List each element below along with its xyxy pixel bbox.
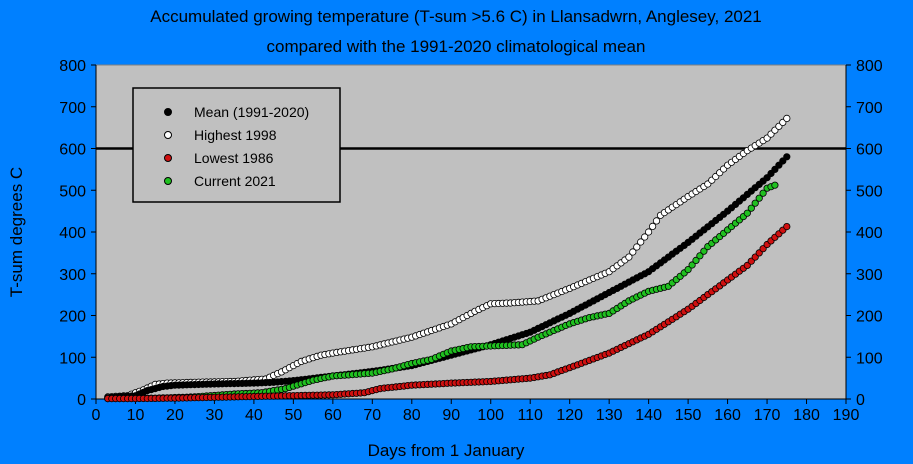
y-tick-label-right: 600: [856, 142, 883, 159]
data-point: [771, 181, 779, 189]
data-point: [700, 247, 708, 255]
x-tick-label: 130: [596, 407, 623, 424]
legend-marker: [164, 154, 172, 162]
data-point: [783, 223, 791, 231]
legend-marker: [164, 131, 172, 139]
legend-marker: [164, 108, 172, 116]
data-point: [783, 153, 791, 161]
data-point: [759, 189, 767, 197]
y-tick-label-left: 700: [59, 100, 86, 117]
y-tick-label-right: 300: [856, 267, 883, 284]
legend-label: Lowest 1986: [194, 150, 274, 166]
x-tick-label: 50: [284, 407, 302, 424]
legend-marker: [164, 177, 172, 185]
x-axis-label: Days from 1 January: [368, 441, 525, 460]
x-tick-label: 160: [714, 407, 741, 424]
legend-label: Mean (1991-2020): [194, 104, 309, 120]
y-tick-labels-right: 0 100 200 300 400 500 600 700 800: [856, 58, 883, 409]
y-tick-label-left: 100: [59, 350, 86, 367]
x-tick-label: 110: [517, 407, 543, 424]
x-tick-label: 40: [245, 407, 263, 424]
y-tick-label-right: 100: [856, 350, 883, 367]
data-point: [637, 238, 645, 246]
data-point: [692, 256, 700, 264]
x-tick-label: 100: [477, 407, 504, 424]
y-tick-label-left: 800: [59, 58, 86, 75]
data-point: [688, 261, 696, 269]
x-tick-label: 90: [442, 407, 460, 424]
chart-title: Accumulated growing temperature (T-sum >…: [150, 7, 762, 26]
y-tick-labels-left: 0 100 200 300 400 500 600 700 800: [59, 58, 86, 409]
data-point: [747, 204, 755, 212]
series-2: [104, 223, 791, 403]
y-tick-label-right: 500: [856, 183, 883, 200]
y-tick-label-left: 400: [59, 225, 86, 242]
x-tick-label: 180: [793, 407, 820, 424]
x-tick-label: 80: [403, 407, 421, 424]
x-tick-label: 0: [92, 407, 101, 424]
data-point: [629, 248, 637, 256]
y-tick-label-right: 700: [856, 100, 883, 117]
y-tick-label-left: 600: [59, 142, 86, 159]
y-tick-label-left: 500: [59, 183, 86, 200]
x-tick-label: 120: [556, 407, 583, 424]
y-tick-label-right: 200: [856, 309, 883, 326]
y-tick-label-right: 0: [856, 392, 865, 409]
x-tick-label: 30: [206, 407, 224, 424]
data-point: [633, 243, 641, 251]
data-point: [648, 222, 657, 230]
data-point: [755, 194, 763, 202]
x-tick-label: 150: [675, 407, 702, 424]
legend: Mean (1991-2020) Highest 1998 Lowest 1986 C…: [132, 87, 341, 203]
x-tick-label: 10: [127, 407, 145, 424]
series-group: [104, 114, 791, 403]
x-tick-label: 70: [363, 407, 381, 424]
x-tick-label: 20: [166, 407, 184, 424]
data-point: [751, 199, 759, 207]
x-tick-label: 170: [754, 407, 781, 424]
x-tick-label: 140: [635, 407, 662, 424]
y-tick-label-right: 800: [856, 58, 883, 75]
x-tick-label: 60: [324, 407, 342, 424]
data-point: [684, 265, 692, 274]
data-point: [743, 209, 751, 217]
data-point: [625, 253, 633, 261]
data-point: [644, 228, 653, 236]
x-tick-label: 190: [833, 407, 860, 424]
chart-subtitle: compared with the 1991-2020 climatologic…: [267, 37, 646, 56]
data-point: [696, 252, 704, 260]
legend-label: Highest 1998: [194, 127, 277, 143]
y-tick-label-left: 200: [59, 309, 86, 326]
y-tick-label-left: 300: [59, 267, 86, 284]
data-point: [783, 114, 791, 123]
y-tick-label-left: 0: [77, 392, 86, 409]
data-point: [652, 217, 661, 225]
legend-label: Current 2021: [194, 173, 276, 189]
y-tick-label-right: 400: [856, 225, 883, 242]
data-point: [641, 233, 649, 241]
y-axis-label: T-sum degrees C: [7, 167, 26, 297]
x-tick-labels: 0 10 20 30 40 50 60 70 80 90 100 110 120 130 140 150 160…: [92, 407, 860, 424]
